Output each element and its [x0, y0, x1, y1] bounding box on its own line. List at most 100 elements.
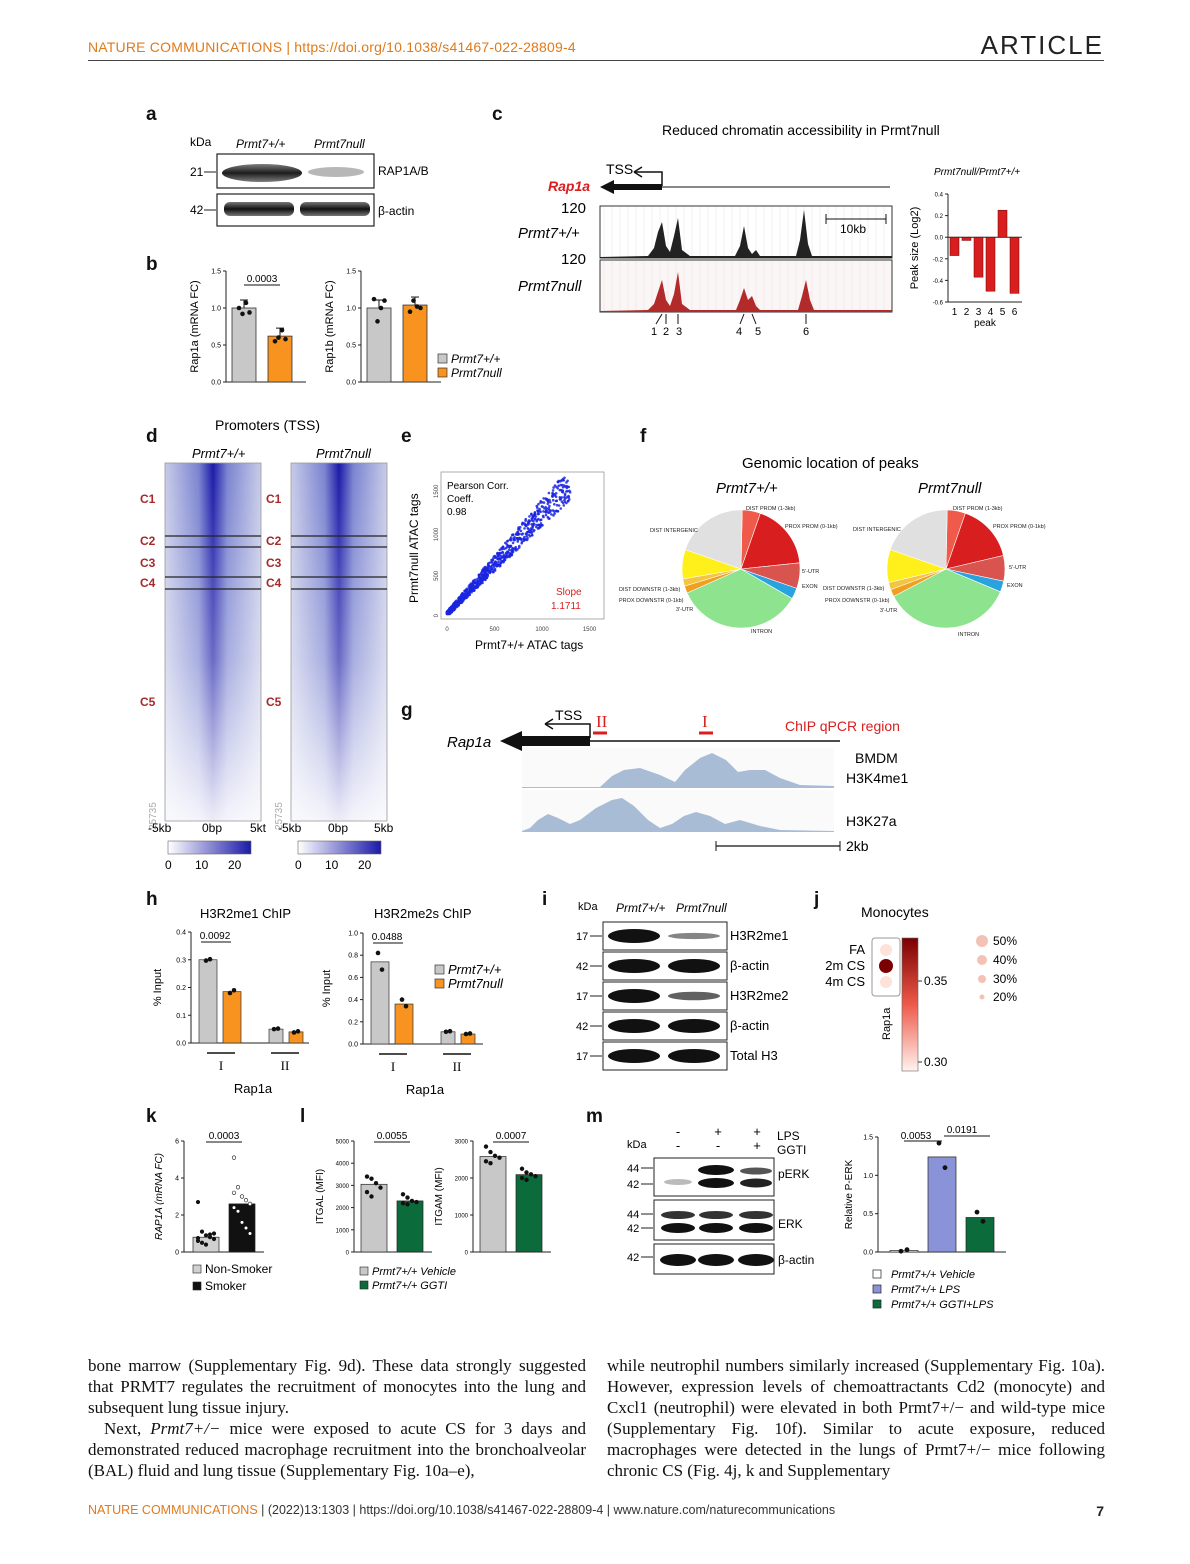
p-value: 0.0092 [200, 931, 231, 942]
data-point [524, 1170, 529, 1175]
data-point [541, 505, 544, 509]
data-point [533, 1173, 538, 1179]
pie-slice [686, 568, 793, 629]
data-point [548, 517, 551, 520]
y-tick-label: 1.0 [348, 931, 358, 938]
pie-label: DIST PROM (1-3kb) [746, 506, 796, 512]
data-point [563, 498, 566, 502]
band-label: Total H3 [730, 1048, 778, 1063]
data-point [271, 1026, 277, 1032]
group-label: II [281, 1058, 290, 1073]
cluster-label: C4 [266, 576, 282, 590]
treatment-label: GGTI [777, 1143, 806, 1157]
data-point [492, 565, 496, 568]
data-point [558, 488, 562, 492]
data-point [247, 310, 252, 315]
x-tick-label: 500 [489, 627, 500, 633]
y-tick-label: 0.5 [863, 1211, 873, 1218]
x-tick-label: 6 [1012, 307, 1018, 318]
y-tick-label: 4 [175, 1176, 179, 1183]
data-point [239, 1220, 245, 1225]
footer-citation[interactable]: | (2022)13:1303 | https://doi.org/10.103… [257, 1503, 836, 1517]
track-label: Prmt7null [518, 278, 582, 295]
y-tick-label: 1000 [434, 527, 440, 541]
p-value: 0.0055 [377, 1131, 408, 1142]
chart-title: H3R2me2s ChIP [374, 906, 472, 921]
data-point [547, 491, 551, 495]
data-point [478, 574, 481, 578]
y-tick-label: 0 [465, 1251, 469, 1257]
bar [440, 1031, 456, 1045]
kda-tick: 44 [627, 1163, 639, 1175]
figure: a b c d e f g h i j k l m kDa Prmt7+/+ P… [140, 104, 1046, 1311]
data-point [553, 484, 557, 487]
data-point [568, 489, 571, 493]
slope-value: 1.1711 [551, 601, 581, 612]
journal-doi[interactable]: NATURE COMMUNICATIONS | https://doi.org/… [88, 39, 576, 55]
data-point [240, 311, 245, 317]
band-label: RAP1A/B [378, 164, 429, 178]
data-point [565, 484, 568, 488]
pie-label: PROX DOWNSTR (0-1kb) [619, 598, 684, 604]
pie-label: 5'-UTR [1009, 565, 1026, 571]
band-label: ERK [778, 1217, 803, 1231]
data-point [405, 1195, 410, 1200]
data-point [561, 483, 564, 487]
size-legend-label: 50% [993, 934, 1017, 948]
text: Next, [104, 1419, 151, 1438]
y-tick-label: 0 [175, 1250, 179, 1257]
panel-d-title: Promoters (TSS) [215, 417, 320, 433]
data-point [460, 598, 464, 602]
panel-label-j: j [813, 889, 819, 910]
data-point [400, 1192, 406, 1197]
data-point [936, 1140, 942, 1146]
data-point [548, 504, 551, 508]
pie-slice [740, 512, 801, 570]
data-point [514, 533, 518, 536]
data-point [498, 563, 502, 567]
data-point [490, 560, 494, 564]
data-point [494, 556, 497, 559]
data-point [558, 498, 562, 501]
chart-title: H3R2me1 ChIP [200, 906, 291, 921]
chart-peak-size: 0.4 0.2 0.0 -0.2 -0.4 -0.6 Peak size (Log2) Prm… [909, 167, 1022, 329]
data-point [501, 545, 505, 549]
blot-band [608, 989, 660, 1003]
data-point [540, 524, 544, 527]
bar [961, 236, 972, 241]
data-point [472, 579, 476, 582]
cbar-tick: 0.30 [924, 1055, 948, 1069]
blot-band [608, 959, 660, 973]
gene-label: Rap1a [447, 734, 491, 751]
cbar-tick: 20 [358, 858, 372, 872]
data-point [275, 1026, 281, 1031]
data-point [546, 502, 550, 506]
mark-label: H3K4me1 [846, 770, 908, 786]
y-axis-label: % Input [152, 969, 164, 1006]
data-point [199, 1240, 205, 1245]
blot-band [608, 929, 660, 943]
data-point [518, 527, 521, 531]
y-tick-label: 3000 [336, 1184, 350, 1190]
treatment-mark: + [753, 1138, 761, 1153]
data-point [488, 571, 491, 574]
legend-label: Prmt7+/+ Vehicle [891, 1269, 975, 1281]
data-point [291, 1030, 297, 1035]
data-point [512, 537, 515, 540]
data-point [272, 339, 278, 344]
data-point [486, 562, 490, 565]
band-label: H3R2me1 [730, 928, 789, 943]
data-point [195, 1236, 201, 1241]
data-point [485, 575, 488, 579]
data-point [531, 533, 534, 537]
data-point [514, 545, 517, 549]
data-point [504, 541, 507, 545]
panel-e-scatter: Pearson Corr. Coeff. 0.98 Slope 1.1711 P… [407, 471, 605, 652]
data-point [247, 1201, 253, 1206]
track-max: 120 [561, 200, 586, 217]
data-point [525, 532, 528, 536]
cbar-tick: 0.35 [924, 974, 948, 988]
data-point [527, 530, 530, 534]
data-point [465, 588, 469, 592]
legend-swatch [434, 964, 445, 975]
